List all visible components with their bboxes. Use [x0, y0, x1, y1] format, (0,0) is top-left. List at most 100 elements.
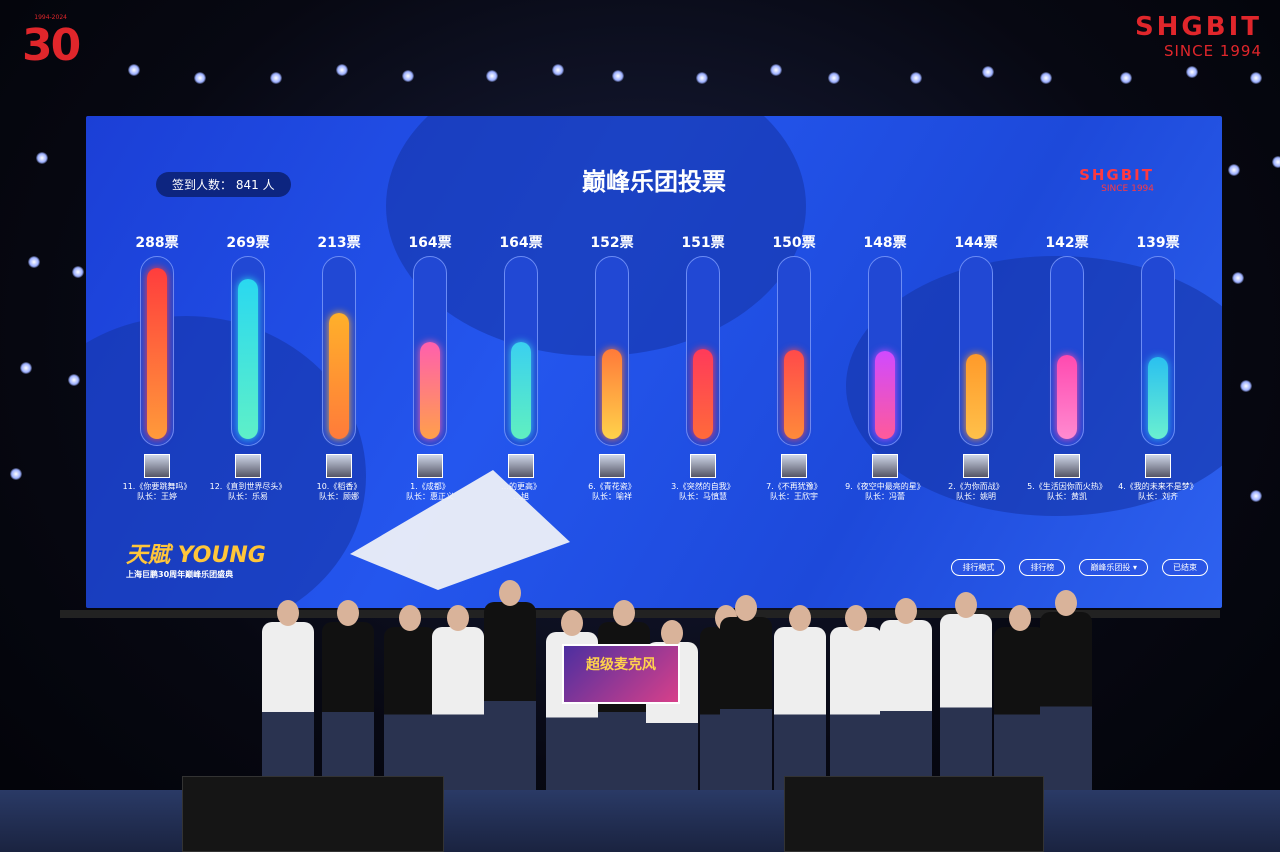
- captain-avatar: [326, 454, 352, 478]
- stage-light: [10, 468, 22, 480]
- song-label: 5.《生活因你而火热》: [1027, 482, 1107, 491]
- stage-light: [910, 72, 922, 84]
- captain-avatar: [963, 454, 989, 478]
- song-label: 7.《不再犹豫》: [766, 482, 822, 491]
- event-subtitle: 上海巨鹏30周年巅峰乐团盛典: [126, 570, 234, 579]
- stage-light: [486, 70, 498, 82]
- checkin-unit: 人: [262, 178, 275, 192]
- bar: [147, 268, 167, 439]
- screen-title: 巅峰乐团投票: [582, 168, 726, 196]
- person: [720, 617, 772, 822]
- captain-label: 队长：王欣宇: [770, 492, 818, 501]
- person-head: [789, 605, 811, 631]
- leaderboard-button[interactable]: 排行榜: [1019, 559, 1066, 576]
- captain-avatar: [872, 454, 898, 478]
- stage-light: [1040, 72, 1052, 84]
- logo-years: 1994-2024: [34, 14, 67, 21]
- person-head: [1009, 605, 1031, 631]
- ended-button[interactable]: 已结束: [1162, 559, 1208, 576]
- stage-light: [36, 152, 48, 164]
- song-label: 12.《直到世界尽头》: [209, 482, 287, 491]
- bar-column: 148票 9.《夜空中最亮的星》 队长：冯蕾: [842, 232, 928, 502]
- person-head: [277, 600, 299, 626]
- person-head: [661, 620, 683, 646]
- vote-label: 164票: [408, 235, 452, 251]
- person-head: [735, 595, 757, 621]
- bar-track: [140, 256, 174, 446]
- bar-track: [777, 256, 811, 446]
- bar-track: [231, 256, 265, 446]
- person-head: [845, 605, 867, 631]
- bar-track: [595, 256, 629, 446]
- captain-avatar: [1145, 454, 1171, 478]
- captain-label: 队长：乐易: [228, 492, 268, 501]
- stage-truss: [60, 610, 1220, 618]
- captain-label: 队长：姚明: [956, 492, 996, 501]
- person-head: [613, 600, 635, 626]
- bar: [329, 313, 349, 439]
- bar-track: [1141, 256, 1175, 446]
- vote-label: 213票: [317, 235, 361, 251]
- logo-number: 30: [22, 20, 81, 71]
- person: [484, 602, 536, 822]
- bar-column: 269票 12.《直到世界尽头》 队长：乐易: [205, 232, 291, 502]
- bar-column: 213票 10.《稻香》 队长：顾娜: [296, 232, 382, 502]
- speaker-left: [182, 776, 444, 852]
- song-label: 6.《青花瓷》: [588, 482, 636, 491]
- bar: [784, 350, 804, 439]
- bar: [1148, 357, 1168, 439]
- song-label: 3.《突然的自我》: [671, 482, 735, 491]
- bar-column: 139票 4.《我的未来不是梦》 队长：刘齐: [1115, 232, 1201, 502]
- checkin-number: 841: [235, 178, 259, 192]
- stage-light: [1186, 66, 1198, 78]
- bar: [693, 349, 713, 439]
- brand-name: SHGBIT: [1134, 12, 1262, 42]
- person-head: [561, 610, 583, 636]
- captain-avatar: [235, 454, 261, 478]
- vote-label: 152票: [590, 235, 634, 251]
- stage-light: [194, 72, 206, 84]
- captain-label: 队长：顾娜: [319, 492, 359, 501]
- song-label: 11.《你要跳舞吗》: [122, 482, 192, 491]
- person: [1040, 612, 1092, 822]
- bar-track: [1050, 256, 1084, 446]
- bar-column: 150票 7.《不再犹豫》 队长：王欣宇: [751, 232, 837, 502]
- bar-track: [504, 256, 538, 446]
- bar: [875, 351, 895, 439]
- stage-light: [982, 66, 994, 78]
- vote-label: 139票: [1136, 235, 1180, 251]
- screen-brand-name: SHGBIT: [1079, 166, 1154, 184]
- stage-light: [1232, 272, 1244, 284]
- stage-light: [68, 374, 80, 386]
- vote-label: 148票: [863, 235, 907, 251]
- vote-label: 269票: [226, 235, 270, 251]
- brand-logo: SHGBIT SINCE 1994: [1135, 12, 1262, 60]
- person-head: [1055, 590, 1077, 616]
- stage-light: [270, 72, 282, 84]
- stage-light: [1272, 156, 1280, 168]
- captain-label: 队长：马慎慧: [679, 492, 727, 501]
- bar-track: [413, 256, 447, 446]
- bar-track: [959, 256, 993, 446]
- captain-label: 队长：黄凯: [1047, 492, 1087, 501]
- vote-select-dropdown[interactable]: 巅峰乐团投 ▾: [1079, 559, 1148, 576]
- vote-label: 142票: [1045, 235, 1089, 251]
- person-head: [499, 580, 521, 606]
- person-head: [447, 605, 469, 631]
- brand-since: SINCE 1994: [1163, 42, 1262, 60]
- bar-column: 144票 2.《为你而战》 队长：姚明: [933, 232, 1019, 502]
- captain-avatar: [1054, 454, 1080, 478]
- award-sign: 超级麦克风: [562, 644, 680, 704]
- checkin-label: 签到人数：: [172, 178, 233, 192]
- bar-column: 288票 11.《你要跳舞吗》 队长：王婷: [114, 232, 200, 502]
- vote-label: 144票: [954, 235, 998, 251]
- captain-label: 队长：喻祥: [592, 492, 632, 501]
- stage-light: [402, 70, 414, 82]
- bar-column: 164票 …的更高》 …旭: [478, 232, 564, 502]
- bar-track: [322, 256, 356, 446]
- captain-avatar: [599, 454, 625, 478]
- event-logo-text: 天賦 YOUNG: [126, 543, 266, 568]
- screen-brand-since: SINCE 1994: [1101, 184, 1154, 194]
- ranking-mode-button[interactable]: 排行模式: [951, 559, 1006, 576]
- bar: [966, 354, 986, 439]
